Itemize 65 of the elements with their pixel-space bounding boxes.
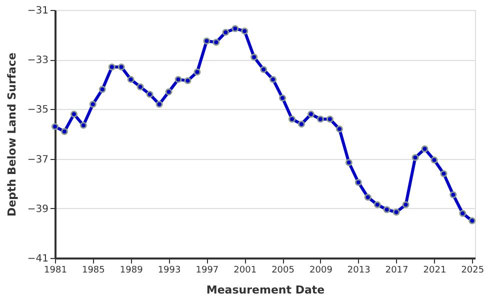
- point: [440, 170, 448, 178]
- point: [184, 77, 192, 84]
- y-tick-label: −35: [27, 104, 48, 116]
- x-axis-title: Measurement Date: [206, 284, 325, 296]
- point: [392, 208, 400, 216]
- point: [402, 201, 410, 208]
- point: [430, 156, 438, 164]
- point: [250, 54, 258, 61]
- point: [156, 100, 163, 108]
- y-tick-label: −41: [27, 254, 48, 264]
- point: [203, 38, 210, 44]
- x-tick-label: 2001: [234, 266, 257, 276]
- x-tick-label: 1981: [44, 266, 67, 276]
- point: [354, 178, 362, 186]
- point: [194, 68, 201, 76]
- point: [89, 100, 96, 108]
- x-tick-label: 2017: [385, 266, 408, 276]
- point: [165, 88, 172, 96]
- point: [364, 194, 372, 201]
- x-tick-label: 2013: [347, 266, 370, 276]
- point: [260, 66, 268, 74]
- point: [307, 110, 314, 118]
- point: [241, 28, 248, 35]
- point: [98, 86, 106, 93]
- y-axis-title: Depth Below Land Surface: [5, 52, 18, 216]
- point: [146, 90, 154, 98]
- x-tick-label: 1993: [158, 266, 181, 276]
- point: [450, 191, 457, 198]
- x-tick-label: 2009: [310, 266, 333, 276]
- point: [80, 122, 87, 129]
- point: [60, 128, 68, 136]
- point: [326, 116, 334, 123]
- point: [108, 64, 116, 71]
- point: [136, 83, 144, 90]
- point: [316, 116, 324, 123]
- point: [459, 210, 466, 217]
- point: [421, 145, 428, 152]
- y-tick-label: −37: [27, 154, 48, 166]
- point: [270, 76, 277, 83]
- x-tick-label: 1985: [82, 266, 105, 276]
- point: [118, 64, 125, 71]
- y-tick-label: −31: [27, 6, 48, 16]
- point: [222, 28, 230, 36]
- point: [412, 154, 419, 162]
- x-tick-label: 1989: [120, 266, 144, 276]
- x-tick-label: 1997: [196, 266, 219, 276]
- point: [212, 38, 220, 46]
- point: [383, 206, 390, 214]
- x-tick-label: 2021: [423, 266, 446, 276]
- point: [468, 217, 476, 224]
- y-tick-label: −39: [27, 204, 48, 215]
- point: [174, 76, 182, 83]
- point: [279, 94, 286, 102]
- point: [52, 123, 58, 130]
- point: [336, 126, 343, 133]
- x-tick-label: 2025: [461, 266, 484, 276]
- point: [345, 159, 352, 166]
- y-tick-label: −33: [27, 55, 48, 66]
- point: [298, 120, 305, 128]
- point: [288, 116, 296, 123]
- point: [127, 76, 134, 83]
- point: [70, 110, 78, 118]
- x-tick-label: 2005: [272, 266, 294, 276]
- point: [374, 201, 381, 208]
- point: [232, 25, 239, 32]
